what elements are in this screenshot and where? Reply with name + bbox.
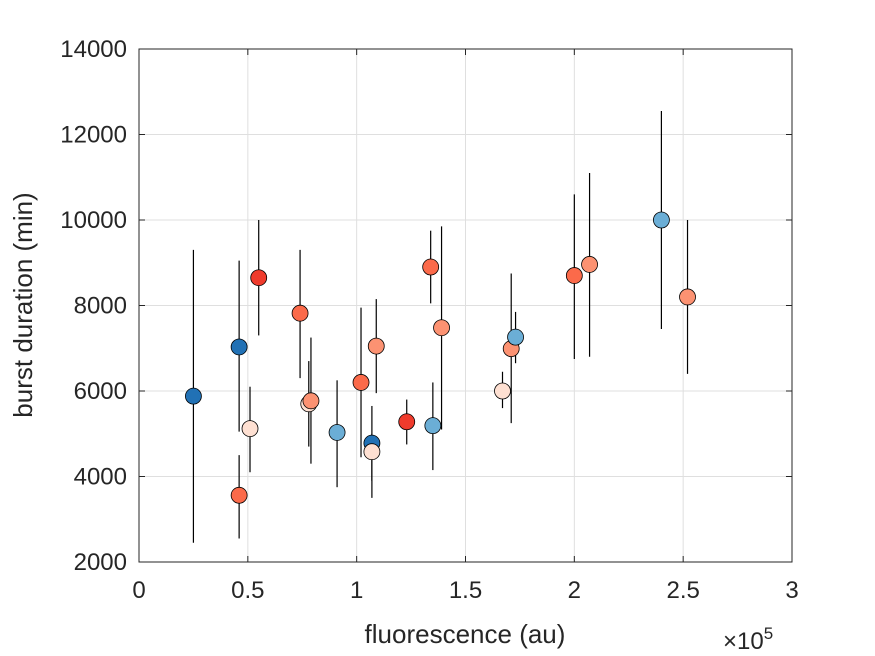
y-tick-label: 8000	[74, 293, 127, 320]
data-points	[185, 211, 696, 504]
data-point	[653, 211, 670, 229]
x-tick-label: 0.5	[231, 577, 264, 604]
data-point	[328, 424, 346, 441]
x-tick-label: 1.5	[449, 577, 482, 604]
x-tick-label: 2.5	[666, 577, 699, 604]
y-tick-label: 4000	[74, 464, 127, 491]
data-point	[422, 258, 440, 276]
data-point	[424, 417, 442, 435]
x-tick-label: 0	[132, 577, 145, 604]
data-point	[494, 382, 511, 400]
x-axis-multiplier: ×105	[723, 624, 773, 655]
data-point	[679, 288, 696, 306]
data-point	[565, 267, 583, 284]
x-tick-label: 3	[785, 577, 798, 604]
x-tick-label: 1	[350, 577, 363, 604]
x-axis-multiplier-exponent: 5	[764, 624, 773, 643]
x-tick-labels: 0 0.5 1 1.5 2 2.5 3	[132, 577, 798, 604]
y-axis-label: burst duration (min)	[8, 192, 38, 417]
data-point	[230, 486, 248, 504]
y-tick-label: 2000	[74, 549, 127, 576]
data-point	[367, 337, 385, 355]
y-tick-label: 6000	[74, 378, 127, 405]
data-point	[581, 256, 598, 273]
grid-lines	[138, 48, 793, 563]
x-axis-label: fluorescence (au)	[365, 619, 566, 649]
data-point	[507, 328, 524, 346]
data-point	[433, 319, 450, 337]
tick-marks	[138, 48, 793, 563]
data-point	[398, 413, 416, 431]
y-tick-label: 10000	[60, 207, 127, 234]
data-point	[302, 392, 320, 410]
x-axis-multiplier-base: ×10	[723, 628, 764, 655]
data-point	[291, 304, 309, 322]
data-point	[363, 443, 381, 461]
data-point	[241, 420, 259, 438]
data-point	[230, 338, 248, 356]
y-tick-labels: 2000 4000 6000 8000 10000 12000 14000	[60, 36, 127, 576]
data-point	[250, 269, 268, 287]
x-tick-label: 2	[568, 577, 581, 604]
y-tick-label: 12000	[60, 122, 127, 149]
y-tick-label: 14000	[60, 36, 127, 63]
data-point	[185, 387, 202, 405]
data-point	[352, 374, 370, 391]
